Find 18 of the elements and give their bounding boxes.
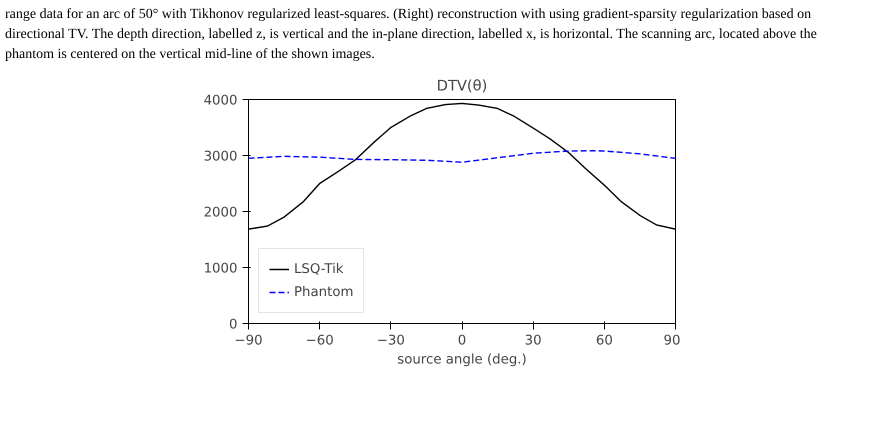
x-tick-label: 30 [524,334,542,348]
y-tick-label: 0 [229,318,238,332]
y-tick-label: 1000 [204,262,238,276]
x-tick-label: 0 [458,334,466,348]
x-axis-title: source angle (deg.) [397,352,527,368]
legend-label: Phantom [294,284,354,300]
y-tick-label: 2000 [204,206,238,220]
y-tick-label: 4000 [204,94,238,108]
x-tick-label: −60 [306,334,334,348]
x-tick-label: −30 [376,334,405,348]
y-tick-label: 3000 [204,150,238,164]
legend-label: LSQ-Tik [294,262,344,276]
x-tick-label: 90 [664,334,681,348]
line-series [248,150,676,163]
x-tick-label: −90 [234,334,263,348]
text: range data for an arc of 50° with Tikhonov regularized least-squares. (Right) reconstruction with using gradient-sparsity regularization based on directional TV. The depth direction, labelled z, is vertical and the in-plane direction, labelled x, is horizontal. The scanning arc, located above the phantom is centered on the vertical mid-line of the shown images. [5,6,818,64]
chart-title: DTV(θ) [436,78,488,94]
x-tick-label: 60 [596,334,613,348]
